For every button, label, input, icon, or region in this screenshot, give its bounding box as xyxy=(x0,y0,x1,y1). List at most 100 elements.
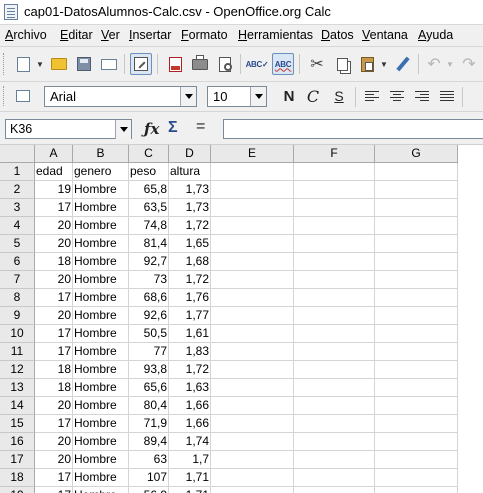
toolbar-grip[interactable] xyxy=(3,86,6,106)
cell-c15[interactable]: 71,9 xyxy=(129,415,169,433)
bold-button[interactable]: N xyxy=(278,85,300,107)
cell-e3[interactable] xyxy=(211,199,294,217)
cell-b16[interactable]: Hombre xyxy=(73,433,129,451)
cell-b18[interactable]: Hombre xyxy=(73,469,129,487)
paste-dropdown-arrow[interactable]: ▼ xyxy=(380,60,388,69)
print-preview-button[interactable] xyxy=(214,53,236,75)
autospellcheck-button[interactable]: ABC xyxy=(272,53,294,75)
cell-d17[interactable]: 1,7 xyxy=(169,451,211,469)
cell-g8[interactable] xyxy=(375,289,458,307)
cell-b1[interactable]: genero xyxy=(73,163,129,181)
sum-icon[interactable]: Σ xyxy=(168,119,178,136)
cell-c1[interactable]: peso xyxy=(129,163,169,181)
cell-e8[interactable] xyxy=(211,289,294,307)
menu-insertar[interactable]: Insertar xyxy=(129,28,172,42)
row-header[interactable]: 19 xyxy=(0,487,35,493)
cell-e7[interactable] xyxy=(211,271,294,289)
cell-c9[interactable]: 92,6 xyxy=(129,307,169,325)
cell-b10[interactable]: Hombre xyxy=(73,325,129,343)
justify-button[interactable] xyxy=(436,85,458,107)
cell-b2[interactable]: Hombre xyxy=(73,181,129,199)
cell-b11[interactable]: Hombre xyxy=(73,343,129,361)
cell-c11[interactable]: 77 xyxy=(129,343,169,361)
cell-c2[interactable]: 65,8 xyxy=(129,181,169,199)
row-header[interactable]: 1 xyxy=(0,163,35,181)
row-header[interactable]: 3 xyxy=(0,199,35,217)
cell-d19[interactable]: 1,71 xyxy=(169,487,211,493)
row-header[interactable]: 4 xyxy=(0,217,35,235)
cell-e19[interactable] xyxy=(211,487,294,493)
redo-button[interactable]: ↷ xyxy=(458,53,480,75)
cell-b4[interactable]: Hombre xyxy=(73,217,129,235)
name-box[interactable]: K36 xyxy=(5,119,132,139)
name-box-dropdown-icon[interactable] xyxy=(115,120,131,139)
cell-a3[interactable]: 17 xyxy=(35,199,73,217)
cell-g14[interactable] xyxy=(375,397,458,415)
cell-d13[interactable]: 1,63 xyxy=(169,379,211,397)
cell-e16[interactable] xyxy=(211,433,294,451)
cell-d1[interactable]: altura xyxy=(169,163,211,181)
cell-d6[interactable]: 1,68 xyxy=(169,253,211,271)
cell-c16[interactable]: 89,4 xyxy=(129,433,169,451)
cell-c5[interactable]: 81,4 xyxy=(129,235,169,253)
cell-f15[interactable] xyxy=(294,415,375,433)
cell-g7[interactable] xyxy=(375,271,458,289)
cell-f4[interactable] xyxy=(294,217,375,235)
cell-f16[interactable] xyxy=(294,433,375,451)
menu-ayuda[interactable]: Ayuda xyxy=(418,28,454,42)
cell-g19[interactable] xyxy=(375,487,458,493)
undo-button[interactable]: ↶ xyxy=(423,53,445,75)
cell-f1[interactable] xyxy=(294,163,375,181)
menu-editar[interactable]: Editar xyxy=(60,28,93,42)
cell-a10[interactable]: 17 xyxy=(35,325,73,343)
menu-herramientas[interactable]: Herramientas xyxy=(238,28,314,42)
cell-f13[interactable] xyxy=(294,379,375,397)
cell-a8[interactable]: 17 xyxy=(35,289,73,307)
cell-c8[interactable]: 68,6 xyxy=(129,289,169,307)
export-pdf-button[interactable] xyxy=(164,53,186,75)
menu-formato[interactable]: Formato xyxy=(181,28,228,42)
new-dropdown-arrow[interactable]: ▼ xyxy=(36,60,44,69)
paste-button[interactable] xyxy=(356,53,378,75)
cell-d4[interactable]: 1,72 xyxy=(169,217,211,235)
cell-c3[interactable]: 63,5 xyxy=(129,199,169,217)
underline-button[interactable]: S xyxy=(328,85,350,107)
cell-a13[interactable]: 18 xyxy=(35,379,73,397)
cell-b12[interactable]: Hombre xyxy=(73,361,129,379)
cell-a7[interactable]: 20 xyxy=(35,271,73,289)
new-document-button[interactable] xyxy=(12,53,34,75)
column-header-b[interactable]: B xyxy=(73,145,129,163)
cell-b15[interactable]: Hombre xyxy=(73,415,129,433)
cell-e4[interactable] xyxy=(211,217,294,235)
cell-c17[interactable]: 63 xyxy=(129,451,169,469)
row-header[interactable]: 14 xyxy=(0,397,35,415)
cell-d9[interactable]: 1,77 xyxy=(169,307,211,325)
cell-a16[interactable]: 20 xyxy=(35,433,73,451)
cell-f7[interactable] xyxy=(294,271,375,289)
cell-f8[interactable] xyxy=(294,289,375,307)
cell-f19[interactable] xyxy=(294,487,375,493)
row-header[interactable]: 2 xyxy=(0,181,35,199)
cell-a15[interactable]: 17 xyxy=(35,415,73,433)
align-left-button[interactable] xyxy=(361,85,383,107)
cell-g15[interactable] xyxy=(375,415,458,433)
toolbar-grip[interactable] xyxy=(3,53,6,75)
cell-b7[interactable]: Hombre xyxy=(73,271,129,289)
menu-datos[interactable]: Datos xyxy=(321,28,354,42)
font-size-box[interactable]: 10 xyxy=(207,86,267,107)
cell-e9[interactable] xyxy=(211,307,294,325)
cell-b3[interactable]: Hombre xyxy=(73,199,129,217)
cell-f10[interactable] xyxy=(294,325,375,343)
open-button[interactable] xyxy=(48,53,70,75)
styles-formatting-button[interactable] xyxy=(12,85,34,107)
cell-a9[interactable]: 20 xyxy=(35,307,73,325)
copy-button[interactable] xyxy=(331,53,353,75)
cell-d11[interactable]: 1,83 xyxy=(169,343,211,361)
cell-c10[interactable]: 50,5 xyxy=(129,325,169,343)
row-header[interactable]: 13 xyxy=(0,379,35,397)
cell-c13[interactable]: 65,6 xyxy=(129,379,169,397)
cell-b19[interactable]: Hombre xyxy=(73,487,129,493)
column-header-g[interactable]: G xyxy=(375,145,458,163)
cell-e15[interactable] xyxy=(211,415,294,433)
cell-f17[interactable] xyxy=(294,451,375,469)
